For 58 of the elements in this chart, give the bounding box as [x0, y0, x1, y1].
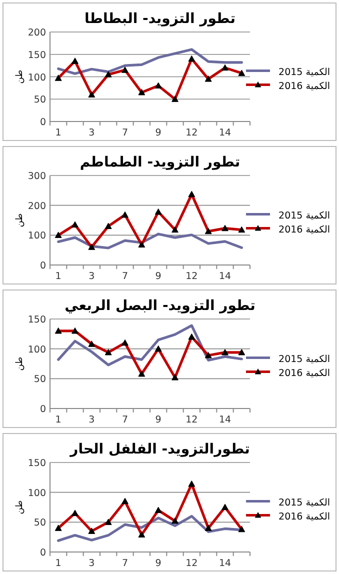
x-tick-label: 14: [218, 128, 232, 138]
legend-label: الكمية 2015: [278, 497, 330, 508]
y-tick-label: 200: [28, 28, 46, 38]
x-tick-label: 7: [122, 271, 128, 282]
y-tick-label: 150: [28, 314, 46, 326]
legend-label: الكمية 2015: [278, 210, 330, 222]
y-axis-title: طن: [15, 356, 25, 371]
y-tick-label: 0: [40, 260, 46, 272]
x-tick-label: 1: [55, 414, 62, 426]
chart-title: تطور التزويد- البطاطا: [84, 11, 236, 27]
legend-label: الكمية 2016: [278, 511, 330, 522]
y-tick-label: 150: [28, 458, 46, 469]
x-tick-label: 12: [186, 414, 198, 426]
y-tick-label: 300: [28, 171, 46, 182]
y-axis-title: طن: [15, 500, 25, 514]
y-tick-label: 50: [34, 518, 46, 529]
x-tick-label: 3: [88, 271, 95, 282]
x-tick-label: 1: [55, 558, 62, 569]
y-tick-label: 100: [28, 344, 46, 356]
y-axis-title: طن: [15, 213, 25, 228]
legend-label: الكمية 2016: [278, 224, 330, 236]
x-tick-label: 3: [88, 414, 95, 426]
x-tick-label: 3: [88, 558, 95, 569]
legend-label: الكمية 2015: [278, 66, 330, 78]
x-tick-label: 1: [55, 271, 62, 282]
x-tick-label: 14: [218, 271, 232, 282]
y-tick-label: 100: [28, 488, 46, 499]
x-tick-label: 7: [122, 558, 128, 569]
x-tick-label: 9: [155, 414, 162, 426]
x-tick-label: 12: [186, 271, 198, 282]
x-tick-label: 7: [122, 414, 128, 426]
y-tick-label: 100: [28, 72, 46, 84]
x-tick-label: 9: [155, 558, 162, 569]
y-tick-label: 0: [40, 117, 46, 128]
x-tick-label: 9: [155, 271, 162, 282]
y-axis-title: طن: [15, 70, 25, 84]
y-tick-label: 0: [40, 404, 46, 415]
y-tick-label: 200: [28, 200, 46, 212]
legend-label: الكمية 2015: [278, 354, 330, 365]
x-tick-label: 14: [218, 558, 232, 569]
x-tick-label: 7: [122, 128, 128, 138]
x-tick-label: 9: [155, 128, 162, 138]
legend-label: الكمية 2016: [278, 80, 330, 92]
chart-title: تطور التزويد- الطماطم: [80, 154, 240, 170]
legend-label: الكمية 2016: [278, 368, 330, 379]
x-tick-label: 14: [218, 414, 232, 426]
line-series: [57, 232, 243, 250]
y-tick-label: 50: [34, 94, 46, 106]
x-tick-label: 12: [186, 128, 198, 138]
y-tick-label: 100: [28, 230, 46, 242]
x-tick-label: 1: [55, 128, 62, 138]
y-tick-label: 0: [40, 548, 46, 558]
y-tick-label: 50: [34, 374, 46, 386]
x-tick-label: 3: [88, 128, 95, 138]
chart-title: تطور التزويد- البصل الربعي: [64, 298, 256, 314]
y-tick-label: 150: [28, 50, 46, 61]
x-tick-label: 12: [186, 558, 198, 569]
chart-title: تطورالتزويد- الفلفل الحار: [69, 442, 250, 458]
